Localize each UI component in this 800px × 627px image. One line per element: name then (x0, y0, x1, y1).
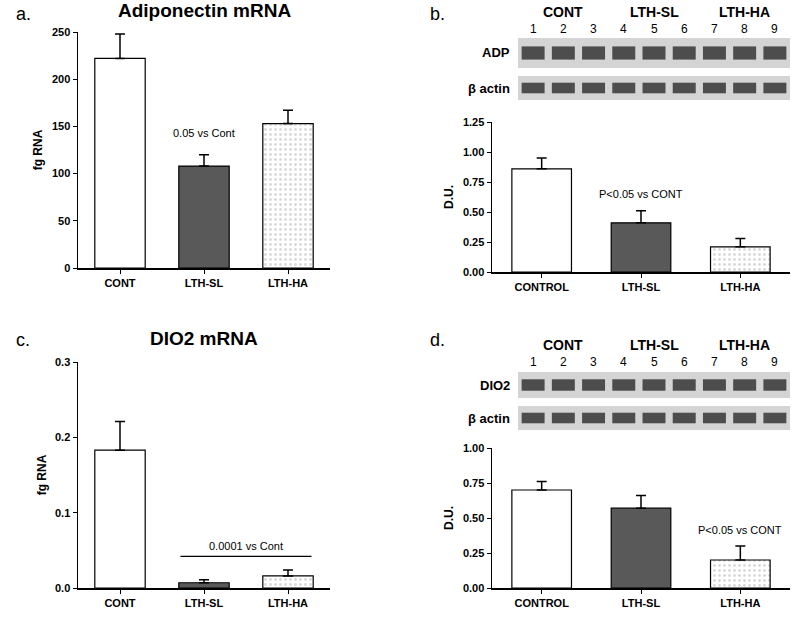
svg-text:0.05 vs Cont: 0.05 vs Cont (173, 127, 235, 139)
svg-text:2: 2 (560, 22, 567, 36)
svg-text:LTH-HA: LTH-HA (719, 4, 770, 20)
svg-text:0.75: 0.75 (463, 176, 484, 188)
svg-text:LTH-HA: LTH-HA (719, 337, 770, 353)
svg-text:0: 0 (64, 262, 70, 274)
svg-text:D.U.: D.U. (442, 506, 456, 530)
svg-text:0.00: 0.00 (463, 582, 484, 594)
svg-text:8: 8 (741, 355, 748, 369)
svg-text:CONT: CONT (543, 337, 583, 353)
svg-text:Adiponectin mRNA: Adiponectin mRNA (118, 0, 291, 21)
svg-text:CONT: CONT (104, 597, 135, 609)
svg-text:β actin: β actin (468, 411, 510, 426)
svg-text:100: 100 (52, 167, 70, 179)
svg-text:1: 1 (530, 22, 537, 36)
svg-text:0.00: 0.00 (463, 266, 484, 278)
svg-text:9: 9 (771, 355, 778, 369)
svg-text:LTH-SL: LTH-SL (622, 597, 661, 609)
svg-text:fg RNA: fg RNA (35, 454, 49, 495)
svg-text:5: 5 (651, 355, 658, 369)
svg-text:4: 4 (620, 22, 627, 36)
svg-text:0.25: 0.25 (463, 236, 484, 248)
svg-text:250: 250 (52, 26, 70, 38)
svg-text:LTH-HA: LTH-HA (268, 277, 308, 289)
svg-text:0.2: 0.2 (55, 431, 70, 443)
svg-text:0.1: 0.1 (55, 507, 70, 519)
svg-text:4: 4 (620, 355, 627, 369)
svg-text:2: 2 (560, 355, 567, 369)
svg-text:1.25: 1.25 (463, 116, 484, 128)
svg-text:DIO2: DIO2 (480, 378, 510, 393)
svg-text:0.0001 vs Cont: 0.0001 vs Cont (209, 540, 283, 552)
svg-text:3: 3 (590, 355, 597, 369)
svg-text:1.00: 1.00 (463, 146, 484, 158)
svg-text:d.: d. (430, 330, 445, 350)
svg-text:150: 150 (52, 120, 70, 132)
svg-text:LTH-SL: LTH-SL (185, 597, 224, 609)
svg-text:LTH-SL: LTH-SL (630, 337, 679, 353)
svg-text:6: 6 (681, 355, 688, 369)
svg-text:D.U.: D.U. (442, 185, 456, 209)
svg-text:8: 8 (741, 22, 748, 36)
svg-text:0.75: 0.75 (463, 477, 484, 489)
svg-text:β actin: β actin (468, 81, 510, 96)
svg-text:3: 3 (590, 22, 597, 36)
svg-text:LTH-HA: LTH-HA (720, 597, 760, 609)
svg-text:ADP: ADP (482, 45, 510, 60)
svg-text:0.3: 0.3 (55, 356, 70, 368)
svg-text:1: 1 (530, 355, 537, 369)
svg-text:fg RNA: fg RNA (31, 129, 45, 170)
svg-text:9: 9 (771, 22, 778, 36)
svg-text:0.25: 0.25 (463, 547, 484, 559)
svg-text:a.: a. (16, 4, 31, 24)
svg-text:c.: c. (16, 330, 30, 350)
svg-text:P<0.05 vs CONT: P<0.05 vs CONT (698, 524, 782, 536)
svg-text:LTH-SL: LTH-SL (185, 277, 224, 289)
svg-text:b.: b. (430, 4, 445, 24)
svg-text:0.50: 0.50 (463, 512, 484, 524)
svg-text:200: 200 (52, 73, 70, 85)
svg-text:LTH-SL: LTH-SL (622, 281, 661, 293)
svg-text:0.50: 0.50 (463, 206, 484, 218)
svg-text:CONTROL: CONTROL (514, 597, 569, 609)
svg-text:7: 7 (711, 355, 718, 369)
svg-text:CONTROL: CONTROL (514, 281, 569, 293)
svg-text:LTH-SL: LTH-SL (630, 4, 679, 20)
svg-text:6: 6 (681, 22, 688, 36)
svg-text:LTH-HA: LTH-HA (268, 597, 308, 609)
svg-text:DIO2 mRNA: DIO2 mRNA (150, 328, 258, 349)
svg-text:7: 7 (711, 22, 718, 36)
svg-text:CONT: CONT (543, 4, 583, 20)
svg-text:CONT: CONT (104, 277, 135, 289)
svg-text:50: 50 (58, 215, 70, 227)
svg-text:LTH-HA: LTH-HA (720, 281, 760, 293)
svg-text:5: 5 (651, 22, 658, 36)
svg-text:P<0.05 vs CONT: P<0.05 vs CONT (599, 188, 683, 200)
svg-text:1.00: 1.00 (463, 442, 484, 454)
svg-text:0.0: 0.0 (55, 582, 70, 594)
